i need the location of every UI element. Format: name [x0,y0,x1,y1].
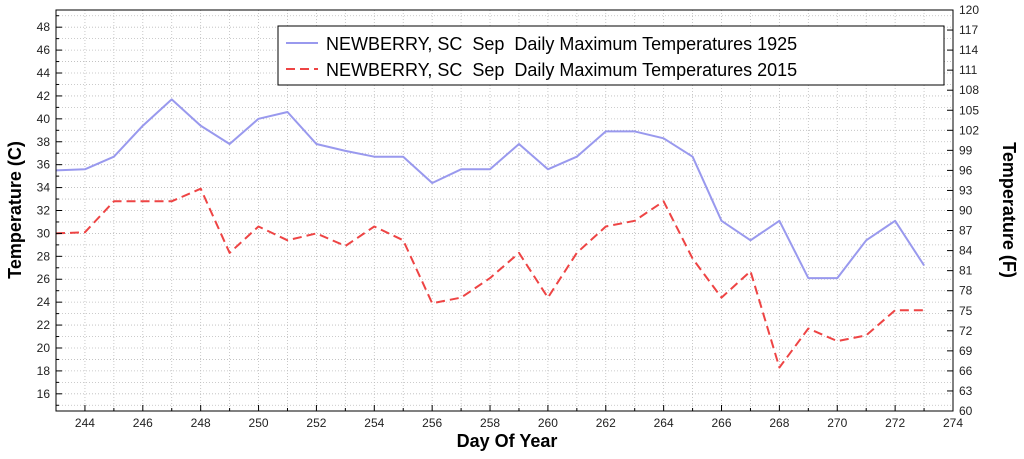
y-left-tick-label: 34 [37,181,51,195]
y-right-tick-label: 114 [959,43,978,57]
y-axis-left-title: Temperature (C) [5,141,25,279]
y-right-tick-label: 81 [959,264,973,278]
y-left-tick-label: 48 [37,20,51,34]
x-tick-label: 250 [249,416,269,430]
y-right-tick-label: 84 [959,244,973,258]
y-left-tick-label: 18 [37,364,51,378]
y-right-tick-label: 75 [959,304,973,318]
y-left-tick-label: 20 [37,341,51,355]
y-right-tick-label: 60 [959,404,973,418]
legend-label-1925: NEWBERRY, SC Sep Daily Maximum Temperatu… [326,34,797,54]
y-left-tick-label: 46 [37,43,51,57]
x-tick-label: 246 [133,416,153,430]
y-right-tick-label: 102 [959,123,979,137]
y-right-tick-label: 72 [959,324,973,338]
y-axis-left-ticks: 16 18 20 22 24 26 28 30 32 34 36 38 40 42 44 46 48 [37,15,62,406]
y-right-tick-label: 69 [959,344,973,358]
y-left-tick-label: 36 [37,158,51,172]
x-tick-label: 260 [538,416,558,430]
y-left-tick-label: 38 [37,135,51,149]
y-right-tick-label: 90 [959,204,973,218]
y-right-tick-label: 117 [959,23,978,37]
y-left-tick-label: 42 [37,89,51,103]
x-tick-label: 268 [769,416,789,430]
series-layer [55,98,925,369]
x-tick-label: 254 [364,416,384,430]
x-tick-label: 248 [191,416,211,430]
x-tick-label: 262 [596,416,616,430]
y-right-tick-label: 120 [959,3,979,17]
x-tick-label: 252 [306,416,326,430]
y-left-tick-label: 32 [37,204,51,218]
x-tick-label: 272 [885,416,905,430]
y-left-tick-label: 40 [37,112,51,126]
y-axis-right-ticks: 60 63 66 69 72 75 78 81 84 87 90 93 96 99 102 105 108 111… [947,3,979,418]
x-tick-label: 274 [943,416,963,430]
y-left-tick-label: 28 [37,249,51,263]
x-axis-ticks: 244 246 248 250 252 254 256 258 260 262 264 266 268 2… [55,405,963,430]
y-right-tick-label: 96 [959,163,973,177]
y-left-tick-label: 30 [37,226,51,240]
y-right-tick-label: 105 [959,103,979,117]
x-tick-label: 270 [827,416,847,430]
y-left-tick-label: 26 [37,272,51,286]
y-left-tick-label: 44 [37,66,51,80]
x-tick-label: 244 [75,416,95,430]
legend: NEWBERRY, SC Sep Daily Maximum Temperatu… [277,25,945,86]
y-right-tick-label: 93 [959,183,973,197]
y-axis-right-title: Temperature (F) [999,142,1019,278]
x-axis-title: Day Of Year [457,431,558,451]
y-right-tick-label: 99 [959,143,973,157]
legend-label-2015: NEWBERRY, SC Sep Daily Maximum Temperatu… [326,60,797,80]
y-right-tick-label: 87 [959,224,973,238]
series-line-2015 [55,187,925,369]
y-right-tick-label: 66 [959,364,973,378]
x-tick-label: 264 [654,416,674,430]
y-right-tick-label: 63 [959,384,973,398]
y-left-tick-label: 22 [37,318,51,332]
x-tick-label: 266 [712,416,732,430]
y-right-tick-label: 108 [959,83,979,97]
y-left-tick-label: 24 [37,295,51,309]
series-line-1925 [55,98,925,280]
y-left-tick-label: 16 [37,387,51,401]
y-right-tick-label: 111 [959,63,978,77]
y-right-tick-label: 78 [959,284,973,298]
legend-box [277,25,945,86]
x-tick-label: 258 [480,416,500,430]
x-tick-label: 256 [422,416,442,430]
